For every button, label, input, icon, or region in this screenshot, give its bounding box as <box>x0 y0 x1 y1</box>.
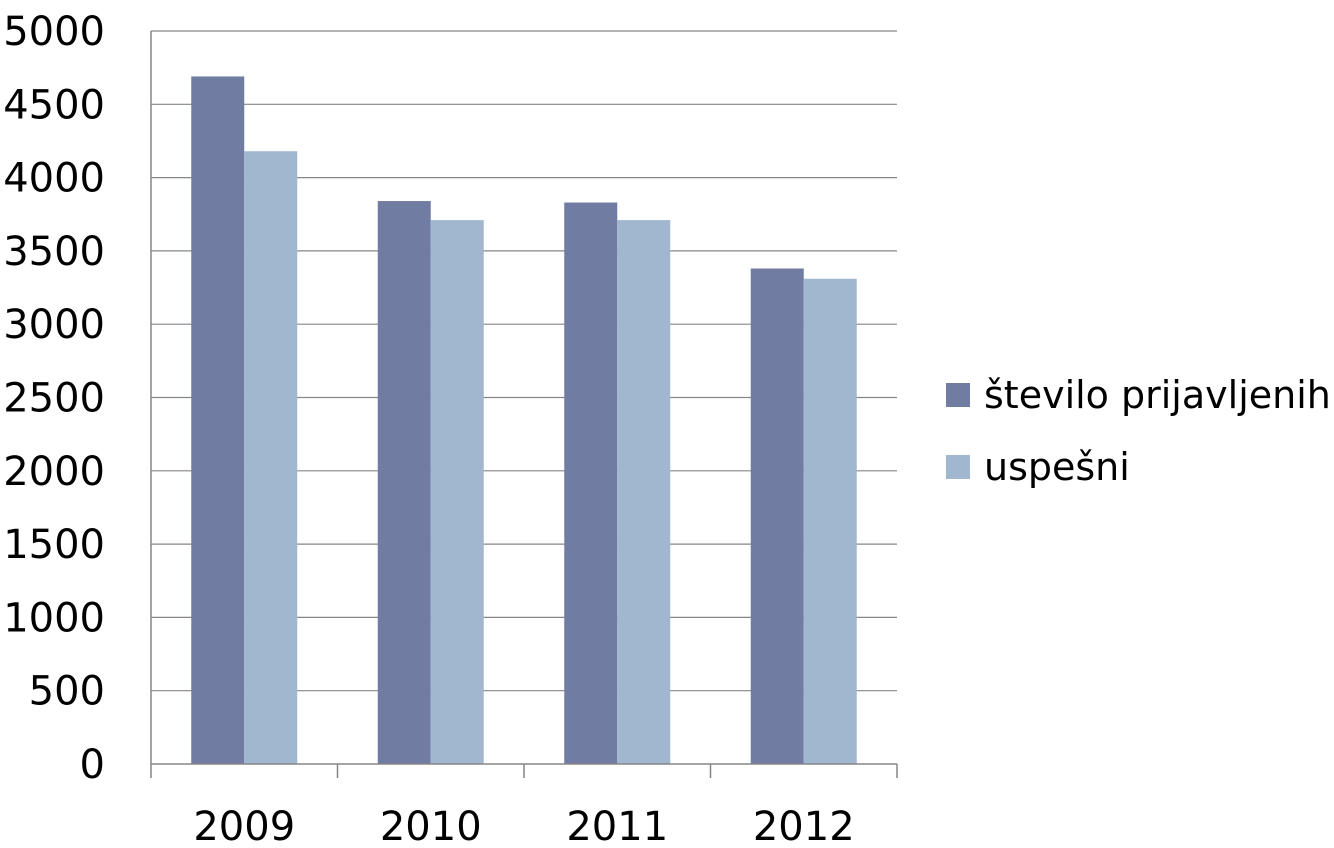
legend-label: število prijavljenih <box>984 373 1331 417</box>
bars <box>191 76 857 765</box>
bar-series-1-2012 <box>750 268 804 764</box>
y-tick-label: 500 <box>29 669 105 715</box>
bar-series-2-2011 <box>617 220 671 764</box>
x-tick-label: 2011 <box>566 804 668 843</box>
y-tick-label: 4500 <box>3 82 105 128</box>
y-axis-tick-labels: 0 500 1000 1500 2000 2500 3000 3500 4000 4500 5000 <box>3 9 105 788</box>
y-tick-label: 0 <box>80 742 105 788</box>
y-tick-label: 2500 <box>3 376 105 422</box>
bar-series-2-2012 <box>803 278 857 764</box>
legend-swatch <box>946 383 970 407</box>
legend-swatch <box>946 455 970 479</box>
bar-series-1-2011 <box>564 202 618 765</box>
x-axis-tick-labels: 2009 2010 2011 2012 <box>193 804 855 848</box>
legend: število prijavljenih uspešni <box>946 373 1331 489</box>
y-tick-label: 1000 <box>3 595 105 641</box>
bar-series-1-2009 <box>191 76 245 765</box>
bar-series-1-2010 <box>377 201 431 764</box>
y-tick-label: 3000 <box>3 302 105 348</box>
x-tick-label: 2012 <box>753 804 855 843</box>
axes <box>150 31 898 778</box>
y-tick-label: 5000 <box>3 9 105 55</box>
y-tick-label: 2000 <box>3 449 105 495</box>
legend-label: uspešni <box>984 445 1130 489</box>
bar-series-2-2010 <box>430 220 484 764</box>
y-tick-label: 4000 <box>3 156 105 202</box>
y-tick-label: 1500 <box>3 522 105 568</box>
x-tick-label: 2010 <box>380 804 482 843</box>
y-tick-label: 3500 <box>3 229 105 275</box>
x-tick-label: 2009 <box>193 804 295 843</box>
bar-series-2-2009 <box>244 151 298 764</box>
